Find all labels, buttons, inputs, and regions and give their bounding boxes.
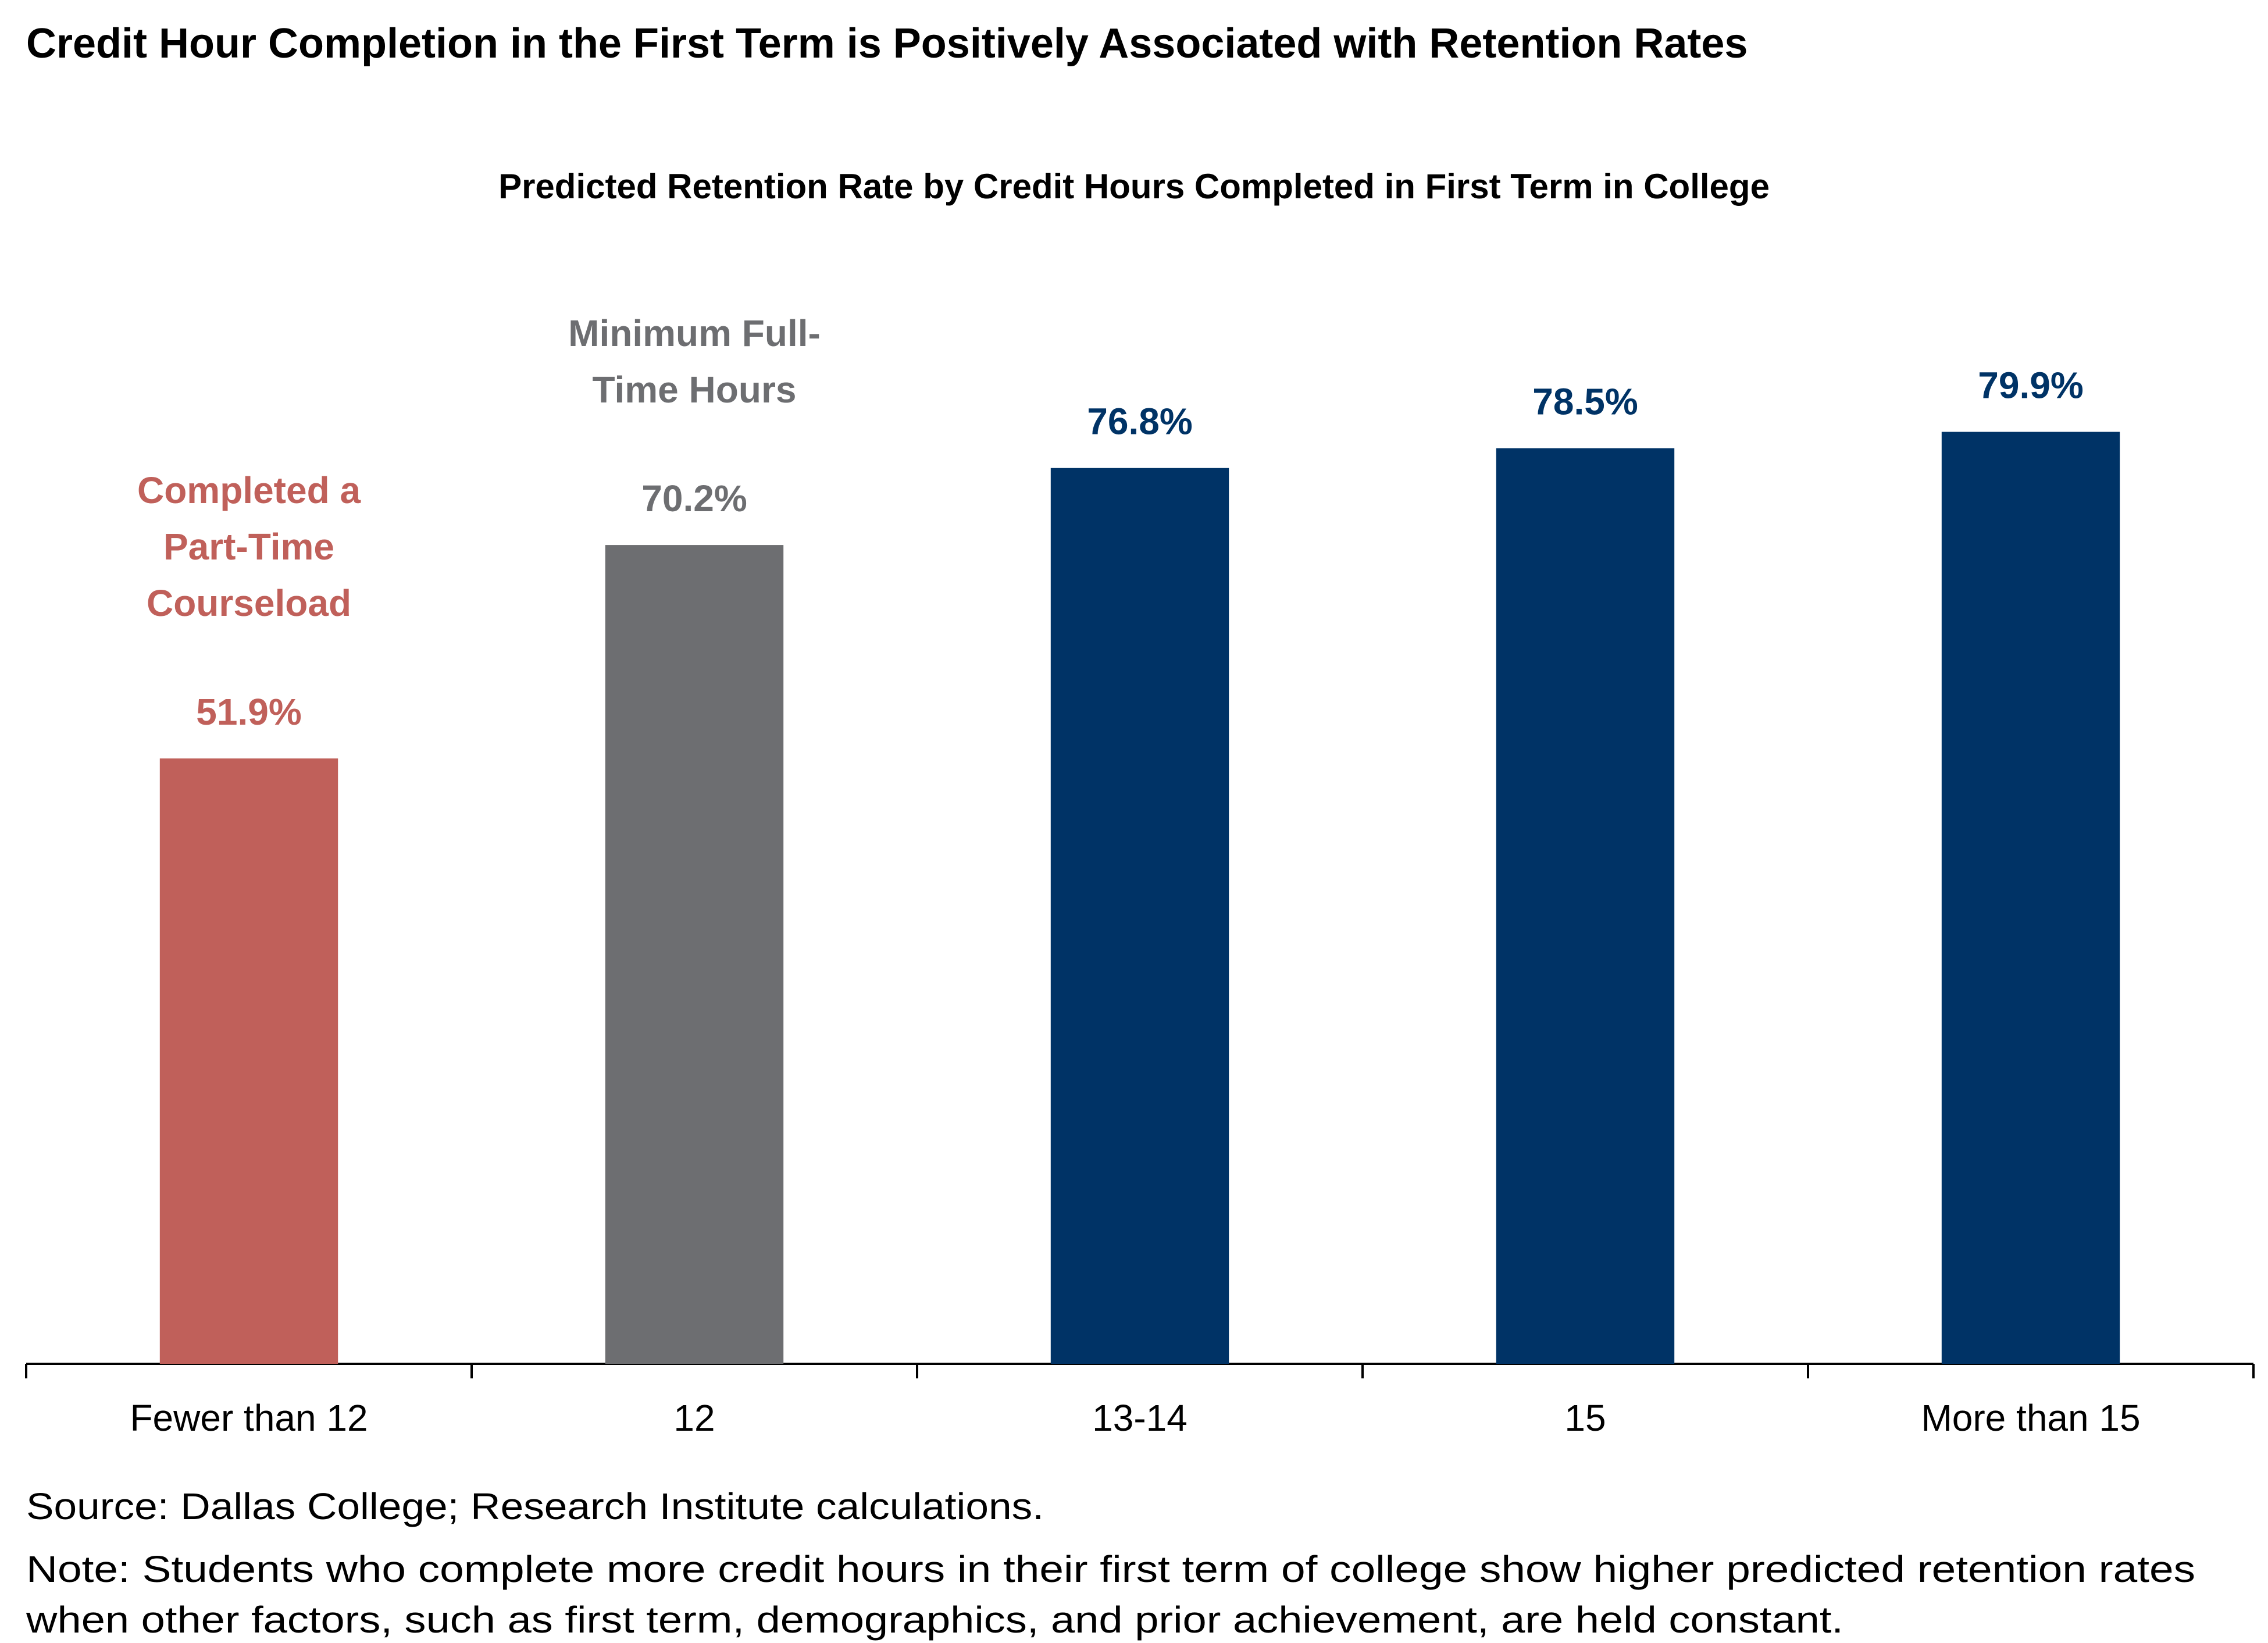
- bar: [1496, 448, 1675, 1364]
- annotation: Time Hours: [593, 369, 797, 411]
- x-tick-label: Fewer than 12: [130, 1397, 368, 1439]
- annotation: Courseload: [147, 582, 351, 624]
- annotation: Part-Time: [163, 526, 334, 568]
- value-label: 76.8%: [1087, 401, 1192, 443]
- value-label: 51.9%: [196, 691, 301, 733]
- annotation: Completed a: [137, 469, 361, 511]
- note: when other factors, such as first term, …: [26, 1599, 1843, 1641]
- x-tick-label: More than 15: [1921, 1397, 2140, 1439]
- note: Note: Students who complete more credit …: [26, 1548, 2195, 1590]
- value-label: 78.5%: [1532, 381, 1638, 423]
- value-label: 79.9%: [1978, 364, 2083, 406]
- bar: [1050, 468, 1229, 1364]
- chart-subtitle: Predicted Retention Rate by Credit Hours…: [498, 167, 1770, 206]
- x-tick-label: 15: [1564, 1397, 1606, 1439]
- bar: [605, 545, 784, 1364]
- x-tick-label: 12: [673, 1397, 715, 1439]
- x-tick-label: 13-14: [1092, 1397, 1188, 1439]
- chart-title: Credit Hour Completion in the First Term…: [26, 20, 1748, 67]
- value-label: 70.2%: [641, 477, 747, 519]
- bar: [1941, 432, 2120, 1364]
- bar: [159, 758, 338, 1364]
- source: Source: Dallas College; Research Institu…: [26, 1485, 1044, 1527]
- annotation: Minimum Full-: [568, 312, 821, 354]
